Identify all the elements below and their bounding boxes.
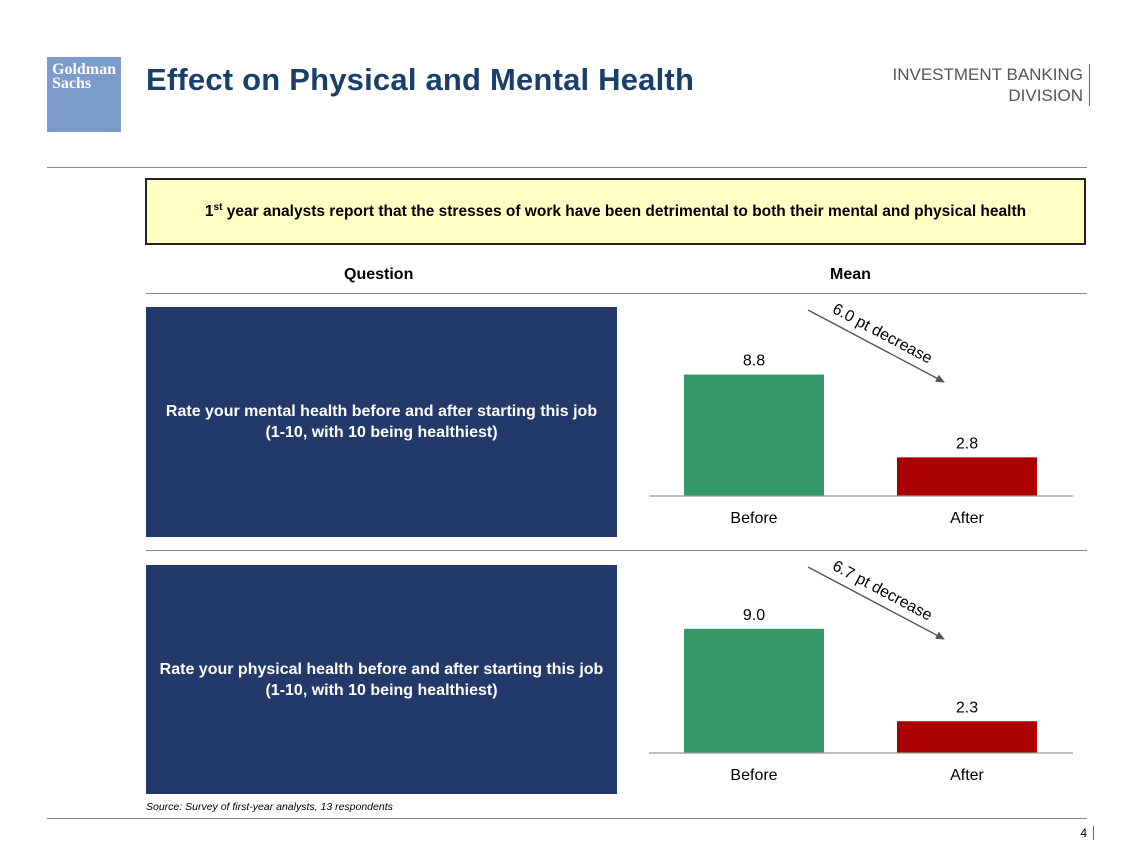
question-mental-text: Rate your mental health before and after… [165, 403, 598, 420]
goldman-sachs-logo: Goldman Sachs [47, 57, 121, 132]
decrease-arrow [807, 566, 945, 640]
data-label-after: 2.3 [956, 699, 978, 716]
header-divider [47, 167, 1087, 168]
bar-before [684, 374, 824, 496]
decrease-annotation: 6.7 pt decrease [829, 558, 934, 625]
column-header-divider [146, 293, 1087, 294]
x-tick-label-after: After [950, 510, 984, 527]
logo-line2: Sachs [52, 75, 92, 92]
division-line2: DIVISION [1008, 86, 1083, 105]
division-line1: INVESTMENT BANKING [892, 65, 1084, 84]
chart-mental-health: 8.8 Before 2.8 After 6.0 pt decrease [649, 301, 1073, 527]
key-finding-callout: 1st year analysts report that the stress… [145, 178, 1086, 245]
question-box-mental: Rate your mental health before and after… [146, 307, 617, 537]
x-tick-label-before: Before [730, 767, 777, 784]
bar-after [897, 457, 1037, 496]
decrease-annotation: 6.0 pt decrease [829, 301, 934, 368]
question-mental-scale: (1-10, with 10 being healthiest) [265, 424, 498, 441]
decrease-arrow [807, 309, 945, 383]
logo-line1: Goldman [52, 61, 117, 78]
source-note: Source: Survey of first-year analysts, 1… [146, 801, 393, 813]
bar-before [684, 628, 824, 753]
question-physical-text: Rate your physical health before and aft… [159, 660, 604, 678]
row-divider [146, 550, 1087, 551]
footer-divider [47, 818, 1087, 819]
x-tick-label-after: After [950, 767, 984, 784]
x-tick-label-before: Before [730, 510, 777, 527]
page-title: Effect on Physical and Mental Health [146, 62, 695, 97]
question-physical-scale: (1-10, with 10 being healthiest) [265, 681, 498, 699]
division-label: INVESTMENT BANKING DIVISION [892, 64, 1090, 106]
bar-after [897, 721, 1037, 753]
callout-text: 1st year analysts report that the stress… [204, 201, 1027, 221]
chart-physical-health: 9.0 Before 2.3 After 6.7 pt decrease [649, 558, 1073, 784]
question-box-physical: Rate your physical health before and aft… [146, 565, 617, 794]
data-label-after: 2.8 [956, 435, 978, 452]
data-label-before: 9.0 [743, 607, 765, 624]
data-label-before: 8.8 [743, 353, 765, 370]
column-header-question: Question [344, 266, 414, 283]
page-number: 4 [1080, 826, 1094, 840]
column-header-mean: Mean [830, 266, 871, 283]
